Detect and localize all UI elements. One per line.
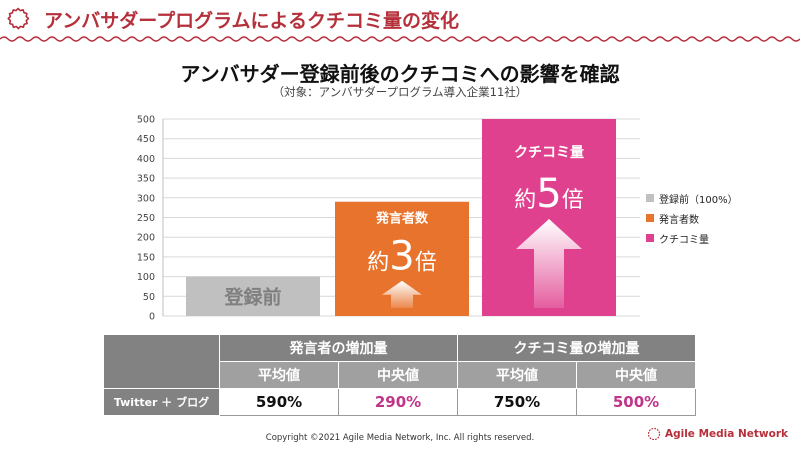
brand-badge-icon: [647, 427, 661, 441]
y-tick-label: 150: [137, 252, 155, 263]
up-arrow-icon: [516, 219, 582, 308]
chart-title: アンバサダー登録前後のクチコミへの影響を確認: [180, 62, 620, 86]
table-group-header-wom: クチコミ量の増加量: [457, 334, 696, 362]
y-tick-label: 500: [137, 115, 155, 126]
table-cell: 590%: [219, 388, 339, 416]
legend-item-wom: クチコミ量: [646, 228, 738, 248]
legend-swatch-before: [646, 194, 654, 202]
y-tick-label: 0: [149, 312, 155, 323]
legend-label-before: 登録前（100%）: [659, 194, 738, 206]
table-header-row: 発言者の増加量 クチコミ量の増加量: [103, 334, 696, 389]
table-subheader-median: 中央値: [338, 361, 458, 389]
table-cell: 750%: [457, 388, 577, 416]
table-group-header-speakers: 発言者の増加量: [219, 334, 458, 362]
table-subheader-median: 中央値: [576, 361, 696, 389]
legend-item-speakers: 発言者数: [646, 208, 738, 228]
table-subheader-row: 平均値 中央値 平均値 中央値: [104, 361, 696, 389]
bar-multiplier: 約5倍: [514, 171, 583, 217]
y-tick-label: 350: [137, 174, 155, 185]
y-tick-label: 250: [137, 213, 155, 224]
slide-header: アンバサダープログラムによるクチコミ量の変化: [0, 0, 800, 36]
legend-swatch-speakers: [646, 214, 654, 222]
y-tick-label: 200: [137, 233, 155, 244]
y-tick-label: 100: [137, 272, 155, 283]
table-subheader-average: 平均値: [457, 361, 577, 389]
chart-subtitle: （対象：アンバサダープログラム導入企業11社）: [272, 85, 528, 99]
bar-multiplier: 約3倍: [367, 234, 436, 280]
table-row-label: Twitter ＋ ブログ: [103, 388, 220, 416]
bar-label: クチコミ量: [514, 145, 584, 161]
bar: [186, 276, 320, 316]
y-tick-label: 300: [137, 193, 155, 204]
table-row: Twitter ＋ ブログ 590% 290% 750% 500%: [103, 388, 696, 416]
table-cell: 290%: [338, 388, 458, 416]
bar-label: 発言者数: [375, 211, 429, 227]
legend-item-before: 登録前（100%）: [646, 188, 738, 208]
legend-swatch-wom: [646, 234, 654, 242]
up-arrow-icon: [382, 280, 422, 308]
chart-legend: 登録前（100%） 発言者数 クチコミ量: [646, 188, 738, 248]
scalloped-badge-icon: [7, 7, 30, 30]
y-tick-label: 450: [137, 134, 155, 145]
y-tick-label: 50: [143, 292, 155, 303]
header-wave-divider: [0, 36, 800, 42]
brand-logo: Agile Media Network: [647, 427, 788, 441]
copyright-text: Copyright ©2021 Agile Media Network, Inc…: [265, 433, 535, 443]
legend-label-wom: クチコミ量: [659, 234, 709, 246]
legend-label-speakers: 発言者数: [659, 214, 699, 226]
page-title: アンバサダープログラムによるクチコミ量の変化: [44, 10, 459, 32]
bar-label: 登録前: [223, 285, 281, 308]
table-corner-cell: [103, 334, 220, 389]
y-tick-label: 400: [137, 154, 155, 165]
bar-chart: 500450400350300250200150100500100290500登…: [137, 115, 640, 323]
table-cell: 500%: [576, 388, 696, 416]
stats-table: 発言者の増加量 クチコミ量の増加量 平均値 中央値 平均値 中央値 Twitte…: [103, 334, 696, 416]
brand-name: Agile Media Network: [664, 428, 788, 440]
table-subheader-average: 平均値: [219, 361, 339, 389]
